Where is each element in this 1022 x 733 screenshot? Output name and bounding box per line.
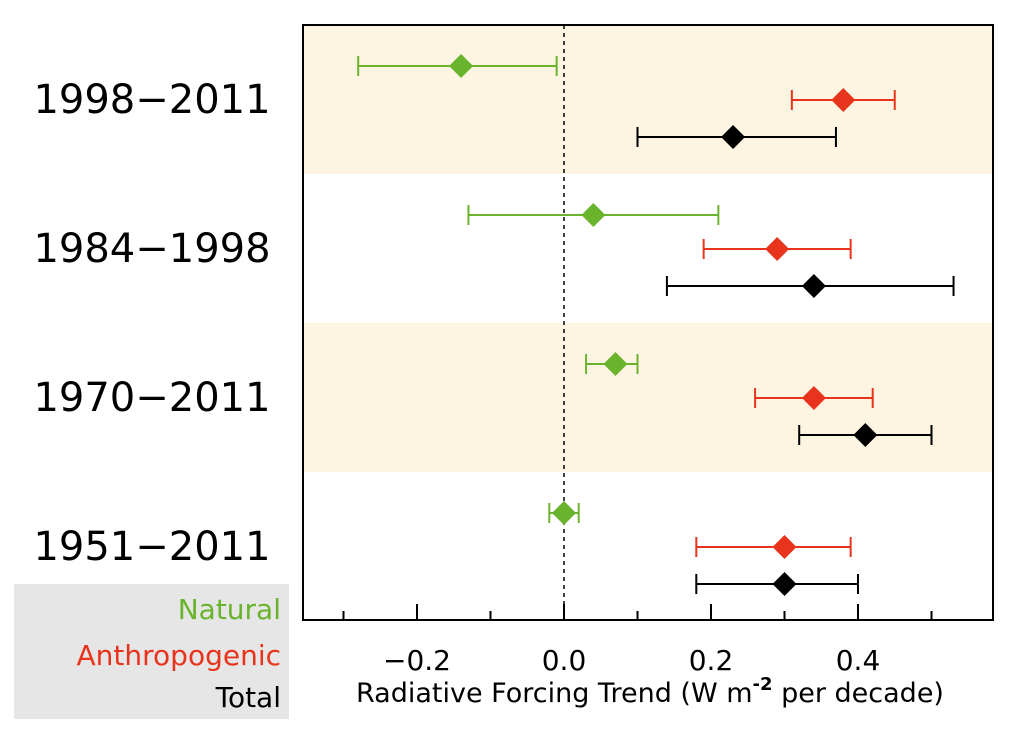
period-bands [303, 25, 993, 472]
period-label: 1951−2011 [33, 524, 270, 570]
error-bar-total [798, 423, 933, 447]
data-point-diamond [831, 88, 856, 112]
error-bar-marks [357, 54, 955, 596]
data-point-diamond [801, 386, 826, 410]
plot-frame [302, 24, 994, 621]
legend: Natural Anthropogenic Total [14, 584, 289, 719]
data-point-diamond [449, 54, 474, 78]
shaded-band [303, 323, 993, 472]
data-point-diamond [765, 237, 790, 261]
data-point-diamond [772, 572, 797, 596]
error-bar-total [636, 125, 837, 149]
error-bar-natural [357, 54, 558, 78]
plot-border [302, 24, 994, 621]
error-bar-anthropogenic [702, 237, 852, 261]
legend-total: Total [215, 681, 281, 714]
data-point-diamond [801, 274, 826, 298]
error-bar-total [665, 274, 955, 298]
data-point-diamond [853, 423, 878, 447]
legend-natural: Natural [177, 593, 281, 626]
x-tick-label: −0.2 [383, 644, 451, 677]
legend-anthropogenic: Anthropogenic [76, 639, 281, 672]
period-label: 1970−2011 [33, 375, 270, 421]
data-point-diamond [581, 203, 606, 227]
data-point-diamond [772, 535, 797, 559]
error-bar-natural [585, 352, 639, 376]
data-point-diamond [552, 501, 576, 525]
error-bar-anthropogenic [695, 535, 852, 559]
data-point-diamond [603, 352, 628, 376]
error-bar-anthropogenic [754, 386, 874, 410]
period-label: 1984−1998 [33, 226, 270, 272]
period-label: 1998−2011 [33, 77, 270, 123]
x-axis: −0.2 0.0 0.2 0.4 [342, 604, 933, 677]
x-axis-label: Radiative Forcing Trend (W m-2 per decad… [356, 674, 944, 709]
x-tick-label: 0.2 [689, 644, 734, 677]
error-bar-anthropogenic [790, 88, 896, 112]
x-tick-label: 0.0 [542, 644, 587, 677]
data-point-diamond [721, 125, 746, 149]
period-labels: 1998−2011 1984−1998 1970−2011 1951−2011 [33, 77, 270, 570]
x-tick-label: 0.4 [836, 644, 881, 677]
error-bar-natural [548, 501, 580, 525]
error-bar-natural [467, 203, 720, 227]
error-bar-total [695, 572, 859, 596]
